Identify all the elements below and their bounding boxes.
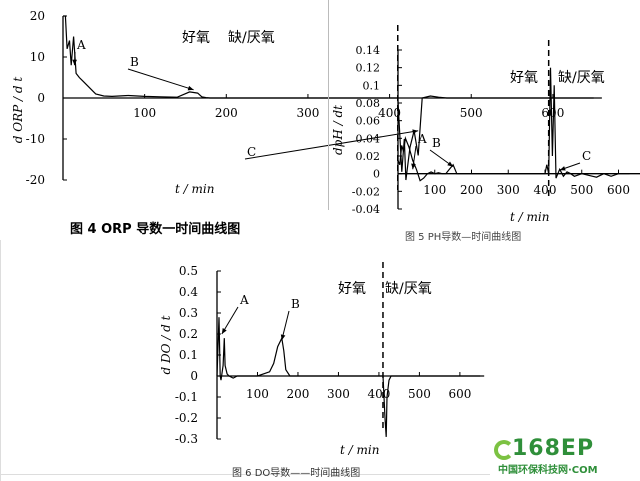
orp-phase-label-anoxic: 缺/厌氧 [228, 30, 275, 46]
ph-phase-label-anoxic: 缺/厌氧 [558, 70, 605, 86]
do-x-tick-label: 300 [327, 387, 350, 401]
orp-y-tick-label: 0 [37, 91, 45, 105]
do-x-tick-label: 600 [448, 387, 471, 401]
ph-y-tick-label: 0.06 [356, 115, 381, 128]
ph-y-tick-label: 0.02 [356, 150, 381, 163]
orp-y-tick-label: 20 [30, 9, 45, 23]
ph-x-tick-label: 100 [423, 183, 446, 197]
orp-phase-label-aerobic: 好氧 [182, 30, 210, 46]
orp-annotation-arrowhead-A [72, 59, 78, 66]
do-y-tick-label: 0 [190, 369, 198, 383]
orp-x-tick-label: 300 [296, 106, 319, 120]
do-annotation-B: B [291, 297, 300, 311]
orp-y-tick-label: -20 [26, 173, 45, 187]
do-x-tick-label: 100 [246, 387, 269, 401]
logo-sub-text: 中国环保科技网·COM [498, 465, 598, 476]
do-x-tick-label: 500 [408, 387, 431, 401]
figure-5-caption: 图 5 PH导数—时间曲线图 [405, 232, 522, 243]
do-y-tick-label: 0.2 [179, 327, 198, 341]
figure-4-caption: 图 4 ORP 导数一时间曲线图 [70, 222, 241, 237]
orp-x-tick-label: 200 [215, 106, 238, 120]
ph-annotation-C: C [582, 149, 591, 163]
do-y-tick-label: 0.1 [179, 348, 198, 362]
orp-annotation-C: C [247, 145, 256, 159]
do-x-tick-label: 200 [287, 387, 310, 401]
do-y-tick-label: 0.4 [179, 285, 198, 299]
orp-annotation-arrowhead-B [187, 85, 194, 91]
orp-y-tick-label: -10 [26, 132, 45, 146]
orp-x-tick-label: 500 [460, 106, 483, 120]
ph-y-tick-label: 0.1 [363, 79, 381, 92]
ph-x-axis-label: t / min [510, 210, 549, 224]
orp-annotation-B: B [130, 55, 139, 69]
ph-annotation-arrowhead-B [447, 161, 454, 167]
do-y-tick-label: -0.1 [175, 390, 198, 404]
ph-y-tick-label: -0.04 [352, 203, 380, 216]
ph-y-tick-label: -0.02 [352, 185, 380, 198]
do-y-tick-label: 0.3 [179, 306, 198, 320]
orp-x-tick-label: 600 [541, 106, 564, 120]
orp-series-line [63, 15, 594, 181]
do-x-axis-label: t / min [340, 443, 379, 457]
do-y-tick-label: -0.2 [175, 411, 198, 425]
logo-main-text: 168EP [512, 436, 595, 461]
do-y-axis-label: d DO / d t [159, 315, 173, 374]
orp-x-tick-label: 400 [378, 106, 401, 120]
divider-bottom [0, 474, 490, 475]
ph-x-tick-label: 300 [497, 183, 520, 197]
orp-y-axis-label: d ORP / d t [11, 77, 25, 144]
ph-y-tick-label: 0.12 [356, 62, 381, 75]
orp-annotation-arrow-B [127, 68, 194, 91]
do-x-tick-label: 400 [367, 387, 390, 401]
orp-annotation-A: A [76, 38, 86, 52]
ph-annotation-arrowhead-A [411, 163, 416, 170]
ph-x-tick-label: 600 [607, 183, 630, 197]
ph-x-tick-label: 400 [534, 183, 557, 197]
do-annotation-arrowhead-B [280, 334, 286, 341]
ph-y-tick-label: 0.14 [356, 44, 381, 57]
divider-left [0, 240, 1, 481]
logo-swirl-icon [494, 440, 514, 460]
ph-x-tick-label: 200 [460, 183, 483, 197]
do-annotation-A: A [239, 293, 249, 307]
ph-annotation-arrowhead-C [559, 166, 566, 171]
ph-x-tick-label: 500 [570, 183, 593, 197]
do-series-line [216, 317, 481, 437]
orp-annotation-arrow-C [244, 130, 419, 160]
ph-annotation-A: A [417, 132, 427, 146]
site-logo: 168EP 中国环保科技网·COM [494, 436, 636, 478]
do-y-tick-label: -0.3 [175, 432, 198, 446]
ph-y-axis-label: dpH / dt [331, 105, 345, 155]
orp-x-axis-label: t / min [175, 182, 214, 196]
orp-annotation-arrowhead-C [412, 129, 419, 134]
ph-annotation-B: B [432, 136, 441, 150]
ph-series-line [397, 67, 630, 182]
orp-x-tick-label: 100 [133, 106, 156, 120]
do-phase-label-anoxic: 缺/厌氧 [385, 281, 432, 297]
ph-phase-label-aerobic: 好氧 [510, 70, 538, 86]
do-annotation-arrowhead-A [221, 328, 227, 334]
ph-y-tick-label: 0 [373, 168, 380, 181]
do-y-tick-label: 0.5 [179, 264, 198, 278]
ph-y-tick-label: 0.08 [356, 97, 381, 110]
ph-y-tick-label: 0.04 [356, 132, 381, 145]
do-phase-label-aerobic: 好氧 [338, 281, 366, 297]
figure-6-caption: 图 6 DO导数——时间曲线图 [232, 468, 361, 479]
orp-y-tick-label: 10 [30, 50, 45, 64]
divider-right [328, 0, 329, 210]
